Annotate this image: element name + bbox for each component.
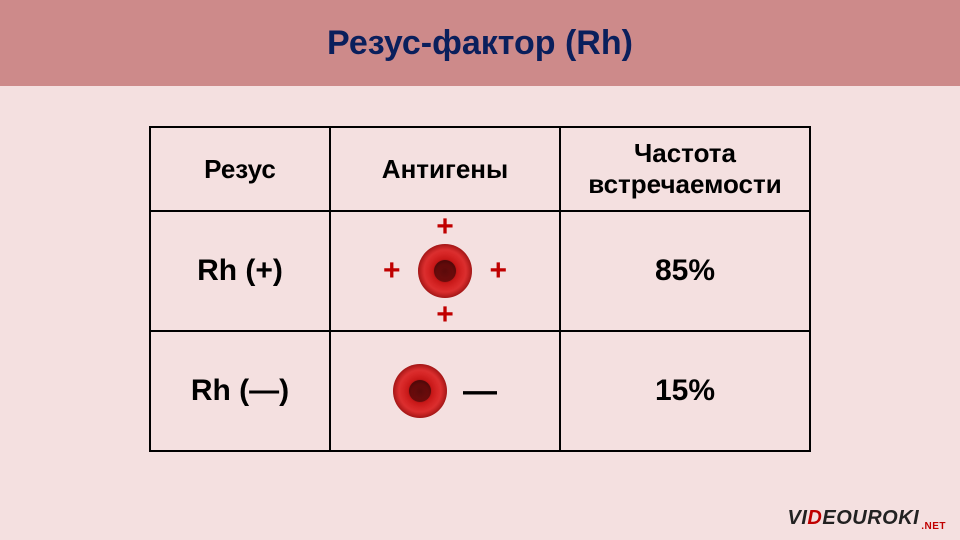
- plus-icon: +: [383, 256, 401, 286]
- rh-label: Rh (+): [150, 211, 330, 331]
- col-header-frequency: Частота встречаемости: [560, 127, 810, 211]
- title-bar: Резус-фактор (Rh): [0, 0, 960, 86]
- rh-table: Резус Антигены Частота встречаемости Rh …: [149, 126, 811, 452]
- red-blood-cell-icon: [393, 364, 447, 418]
- antigen-cell-positive: + + + +: [330, 211, 560, 331]
- table-header-row: Резус Антигены Частота встречаемости: [150, 127, 810, 211]
- plus-icon: +: [489, 256, 507, 286]
- frequency-value: 15%: [560, 331, 810, 451]
- frequency-value: 85%: [560, 211, 810, 331]
- table-row: Rh (+) + + + + 85%: [150, 211, 810, 331]
- red-blood-cell-icon: [418, 244, 472, 298]
- table-container: Резус Антигены Частота встречаемости Rh …: [0, 126, 960, 452]
- plus-icon: +: [436, 300, 454, 330]
- table-row: Rh (—) — 15%: [150, 331, 810, 451]
- watermark-suffix: .NET: [921, 521, 946, 532]
- col-header-rh: Резус: [150, 127, 330, 211]
- antigen-positive-graphic: + + + +: [375, 216, 515, 326]
- watermark-part: VI: [788, 507, 808, 529]
- plus-icon: +: [436, 212, 454, 242]
- antigen-cell-negative: —: [330, 331, 560, 451]
- watermark: VIDEOUROKI.NET: [788, 507, 946, 532]
- antigen-negative-graphic: —: [393, 364, 497, 418]
- watermark-part: EOUROKI: [822, 507, 919, 529]
- page-title: Резус-фактор (Rh): [327, 24, 633, 63]
- minus-icon: —: [463, 372, 497, 411]
- watermark-part: D: [807, 507, 822, 529]
- rh-label: Rh (—): [150, 331, 330, 451]
- col-header-antigens: Антигены: [330, 127, 560, 211]
